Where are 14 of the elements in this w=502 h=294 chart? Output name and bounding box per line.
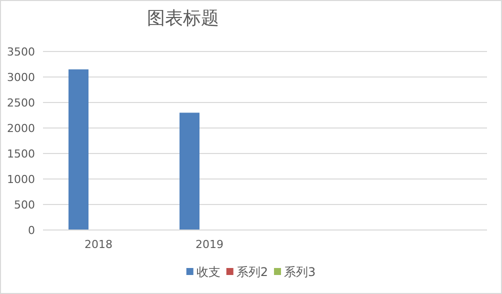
y-tick-label: 2500 — [7, 96, 35, 110]
y-tick-label: 2000 — [7, 122, 35, 135]
legend-label: 系列2 — [236, 265, 268, 279]
x-tick-label: 2018 — [84, 238, 112, 251]
chart-title: 图表标题 — [147, 8, 219, 29]
y-tick-label: 3500 — [7, 46, 35, 58]
y-tick-label: 500 — [14, 198, 35, 212]
legend-label: 系列3 — [284, 265, 316, 279]
legend-label: 收支 — [196, 265, 220, 279]
y-tick-label: 1000 — [7, 173, 35, 186]
y-tick-label: 1500 — [7, 148, 35, 160]
y-tick-label: 3000 — [7, 71, 35, 84]
y-tick-label: 0 — [28, 224, 35, 237]
x-tick-label: 2019 — [196, 238, 224, 251]
